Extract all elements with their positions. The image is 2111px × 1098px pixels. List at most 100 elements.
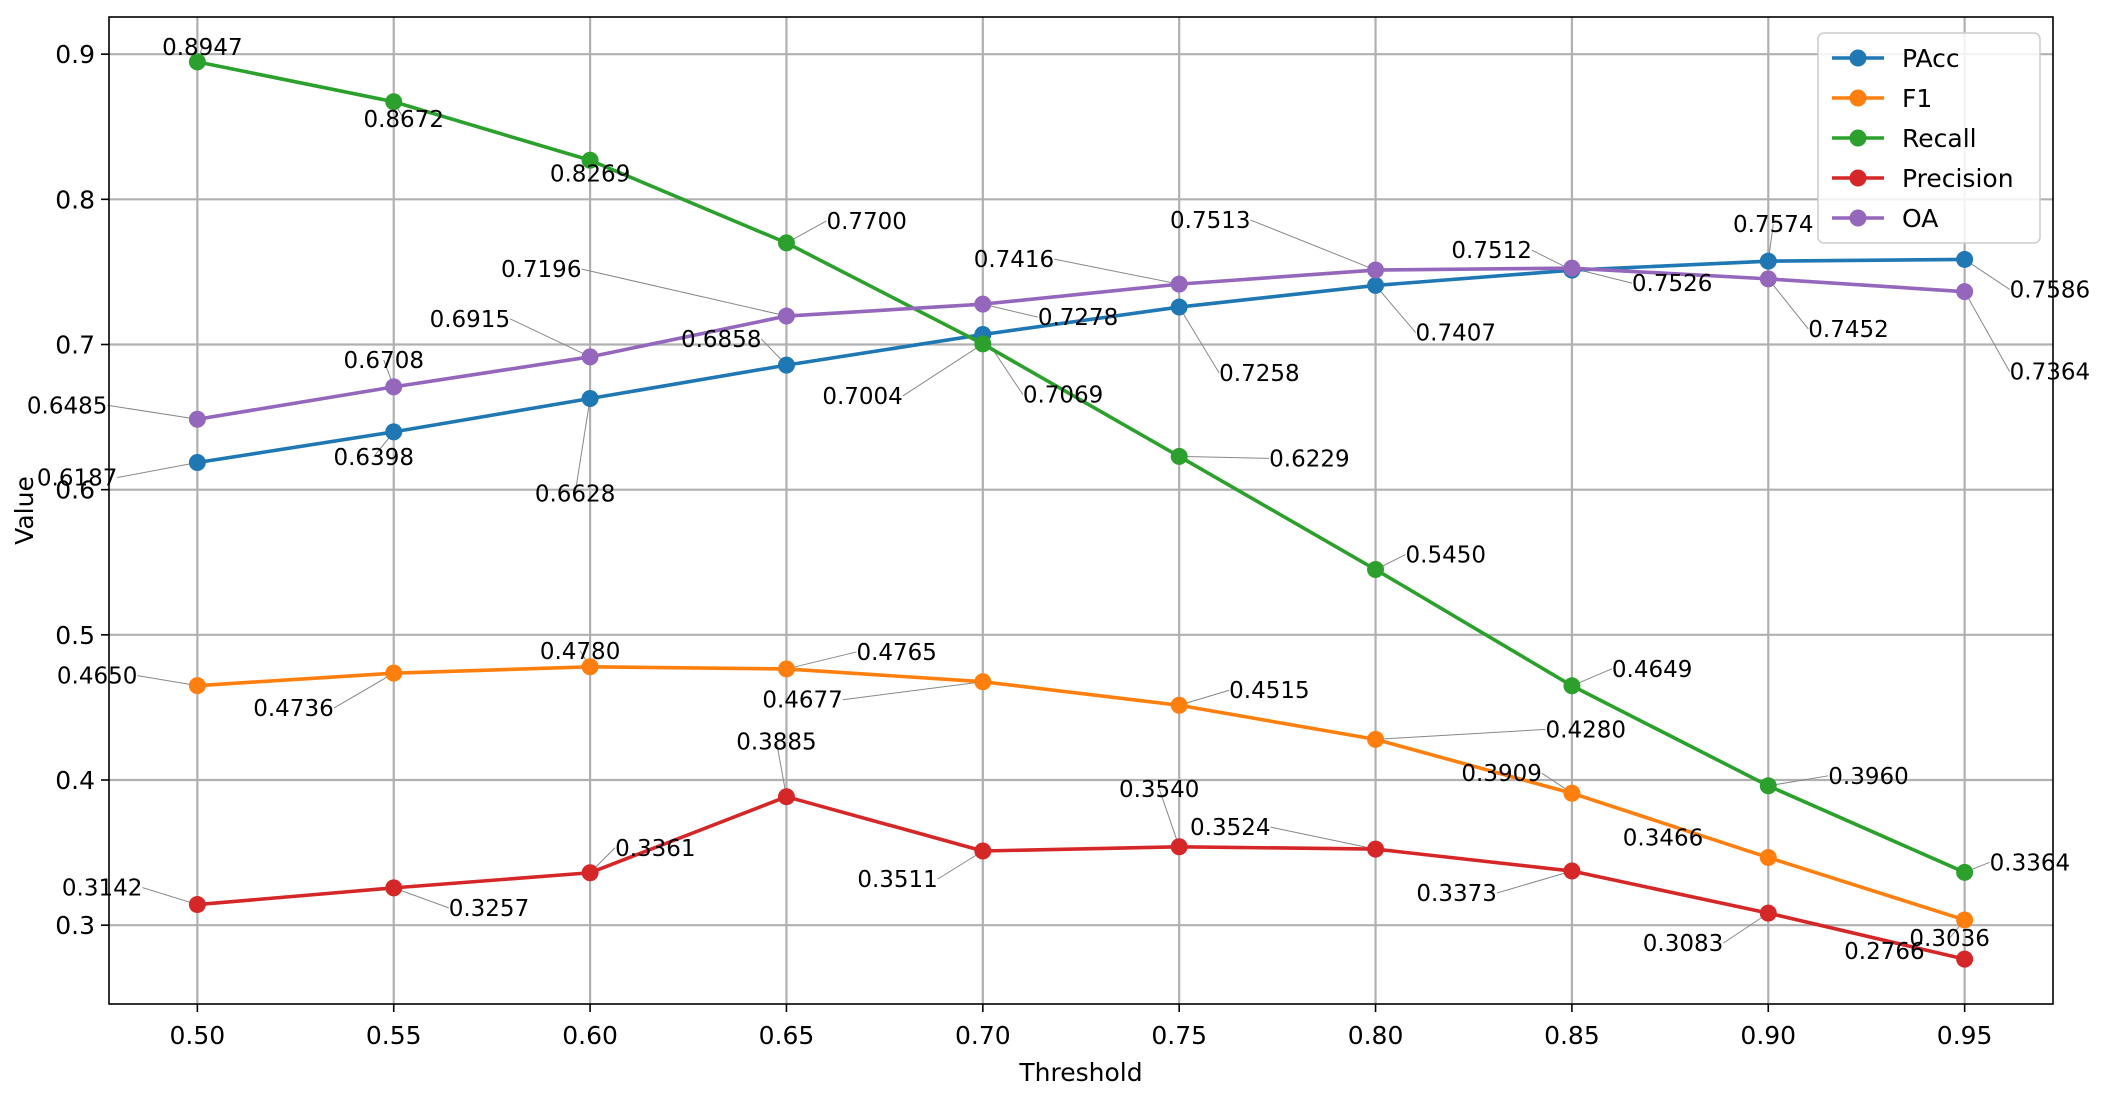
series-pacc — [188, 250, 1974, 472]
data-label: 0.6485 — [27, 393, 107, 419]
label-leader — [1964, 291, 2011, 372]
data-label: 0.8672 — [363, 107, 443, 133]
data-point — [1563, 862, 1581, 880]
label-leader — [333, 672, 394, 709]
legend: PAcc F1 Recall Precision OA — [1817, 32, 2041, 244]
data-point — [1367, 561, 1385, 579]
data-point — [188, 454, 206, 472]
data-label: 0.4765 — [856, 640, 936, 666]
series-line — [197, 794, 1966, 961]
label-leader — [1250, 219, 1376, 271]
data-point — [1367, 840, 1385, 858]
data-point — [777, 356, 795, 374]
label-leader — [137, 675, 198, 687]
legend-item-pacc: PAcc — [1832, 44, 1960, 73]
y-tick-label: 0.9 — [55, 40, 95, 69]
data-point — [385, 93, 403, 111]
data-label: 0.3373 — [1416, 881, 1496, 907]
data-point — [581, 348, 599, 366]
data-point — [1956, 283, 1974, 301]
data-point — [385, 378, 403, 396]
legend-item-recall: Recall — [1832, 124, 1977, 153]
data-label: 0.7526 — [1632, 271, 1712, 297]
label-leader — [1768, 775, 1829, 787]
data-label: 0.3540 — [1119, 777, 1199, 803]
data-label: 0.3466 — [1623, 826, 1703, 852]
data-label: 0.3361 — [615, 836, 695, 862]
label-leader — [1375, 728, 1546, 740]
data-point — [1367, 261, 1385, 279]
data-label: 0.7069 — [1023, 382, 1103, 408]
data-label: 0.7700 — [826, 209, 906, 235]
label-leader — [1722, 912, 1769, 944]
plot-area-frame — [108, 16, 2054, 1005]
data-point — [1563, 259, 1581, 277]
label-leader — [1158, 788, 1180, 847]
y-tick-label: 0.8 — [55, 185, 95, 214]
data-label: 0.6187 — [37, 466, 117, 492]
data-label: 0.7574 — [1733, 212, 1813, 238]
label-leader — [393, 887, 449, 909]
label-leader — [982, 303, 1038, 318]
data-point — [1367, 730, 1385, 748]
legend-marker — [1849, 49, 1867, 67]
data-label: 0.4650 — [57, 664, 137, 690]
series-line — [197, 257, 1965, 465]
data-point — [1956, 250, 1974, 268]
data-label: 0.7452 — [1808, 317, 1888, 343]
y-tick-label: 0.5 — [55, 621, 95, 650]
label-leader — [1178, 306, 1220, 374]
data-label: 0.4736 — [253, 696, 333, 722]
data-point — [1956, 911, 1974, 929]
x-axis-title: Threshold — [1018, 1058, 1142, 1087]
data-label: 0.7004 — [822, 384, 902, 410]
data-point — [385, 423, 403, 441]
x-tick-label: 0.85 — [1544, 1021, 1600, 1050]
legend-marker — [1849, 89, 1867, 107]
data-label: 0.6398 — [333, 445, 413, 471]
data-point — [1170, 696, 1188, 714]
data-label: 0.3511 — [857, 867, 937, 893]
data-point — [1956, 950, 1974, 968]
data-label: 0.3036 — [1909, 926, 1989, 952]
data-point — [974, 673, 992, 691]
x-tick-label: 0.80 — [1348, 1021, 1404, 1050]
data-point — [1170, 838, 1188, 856]
legend-label: OA — [1902, 204, 1938, 233]
label-leader — [574, 398, 591, 494]
data-point — [974, 335, 992, 353]
legend-label: Recall — [1902, 124, 1977, 153]
x-tick-label: 0.55 — [366, 1021, 422, 1050]
data-point — [1563, 677, 1581, 695]
x-tick-label: 0.70 — [955, 1021, 1011, 1050]
data-label: 0.3885 — [736, 730, 816, 756]
data-label: 0.7258 — [1219, 361, 1299, 387]
data-label: 0.7416 — [974, 247, 1054, 273]
data-point — [1956, 863, 1974, 881]
y-tick-label: 0.7 — [55, 330, 95, 359]
data-point — [385, 664, 403, 682]
legend-label: Precision — [1902, 164, 2014, 193]
data-point — [581, 151, 599, 169]
label-leader — [142, 887, 198, 906]
data-label: 0.3142 — [62, 876, 142, 902]
legend-label: F1 — [1902, 84, 1932, 113]
data-point — [188, 896, 206, 914]
grid — [109, 17, 2053, 1004]
data-point — [1170, 275, 1188, 293]
x-tick-label: 0.90 — [1740, 1021, 1796, 1050]
data-label: 0.4515 — [1229, 678, 1309, 704]
label-leader — [1270, 826, 1376, 850]
label-leader — [1375, 285, 1416, 333]
data-label: 0.7196 — [501, 257, 581, 283]
data-point — [581, 658, 599, 676]
x-tick-label: 0.50 — [170, 1021, 226, 1050]
data-point — [1759, 777, 1777, 795]
data-point — [188, 677, 206, 695]
label-leader — [1179, 455, 1270, 459]
data-point — [1759, 904, 1777, 922]
data-label: 0.4280 — [1546, 717, 1626, 743]
y-tick-label: 0.3 — [55, 911, 95, 940]
data-point — [974, 295, 992, 313]
